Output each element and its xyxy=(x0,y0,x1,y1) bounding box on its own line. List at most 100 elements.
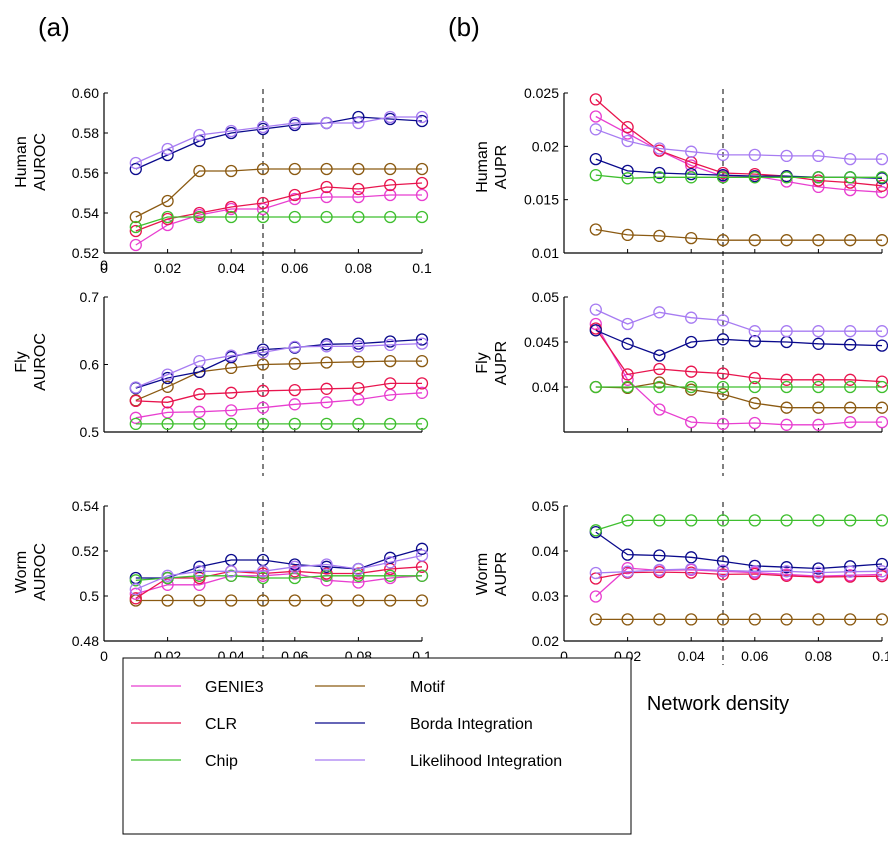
data-point xyxy=(844,373,857,386)
data-point xyxy=(320,116,333,130)
data-point xyxy=(129,587,142,600)
data-point xyxy=(812,174,825,187)
data-point xyxy=(748,514,761,527)
x-tick-label: 0 xyxy=(100,648,108,664)
data-point xyxy=(780,234,793,247)
data-point xyxy=(320,594,333,607)
data-point xyxy=(129,417,142,431)
subplot-1: 0.52 0.54 0.56 0.58 0.60 0 0.02 0.04 0.06 0.08 0.1… xyxy=(13,85,432,297)
x-tick-label: 0.06 xyxy=(741,648,768,664)
data-point xyxy=(320,417,333,431)
data-point xyxy=(415,210,429,224)
y-axis-label-line: Worm xyxy=(474,553,491,595)
data-point xyxy=(780,149,793,163)
data-point xyxy=(685,231,698,245)
data-point xyxy=(621,548,634,561)
y-tick-label: 0.02 xyxy=(532,633,559,649)
y-tick-label: 0.60 xyxy=(72,85,99,101)
data-point xyxy=(384,110,397,124)
x-tick-label: 0.08 xyxy=(345,260,372,276)
series-line xyxy=(135,382,422,403)
data-point xyxy=(780,613,793,626)
y-tick-label: 0.045 xyxy=(524,334,559,350)
data-point xyxy=(716,234,730,247)
data-point xyxy=(288,417,301,431)
data-point xyxy=(256,571,270,585)
data-point xyxy=(685,551,698,564)
x-tick-label: 0.1 xyxy=(412,260,432,276)
data-point xyxy=(844,183,857,197)
data-point xyxy=(812,180,825,194)
y-tick-label: 0.7 xyxy=(80,289,100,305)
series-line xyxy=(135,342,423,389)
data-point xyxy=(193,594,206,607)
series-line xyxy=(595,309,882,332)
data-point xyxy=(716,380,730,394)
data-point xyxy=(288,383,301,397)
data-point xyxy=(621,164,634,178)
y-tick-label: 0.52 xyxy=(72,245,99,261)
subplot-6: 0.020.030.040.050 0.02 0.04 0.06 0.08 0.1Worm… xyxy=(474,498,888,715)
y-axis-label: Fly AUROC xyxy=(13,333,49,391)
data-point xyxy=(653,563,666,577)
legend-label: Likelihood Integration xyxy=(410,753,562,770)
data-point xyxy=(320,340,333,353)
data-point xyxy=(352,162,365,176)
data-point xyxy=(812,613,825,626)
data-point xyxy=(716,333,730,346)
data-point xyxy=(716,613,730,626)
data-point xyxy=(320,210,333,224)
series-line xyxy=(135,216,422,228)
data-point xyxy=(288,188,301,202)
data-point xyxy=(193,560,206,573)
data-point xyxy=(193,128,206,142)
data-point xyxy=(225,386,238,399)
data-point xyxy=(193,417,206,431)
data-point xyxy=(415,542,429,555)
subplot-2: 0.5 0.6 0.7 Fly AUROC xyxy=(13,289,429,476)
data-point xyxy=(812,418,825,431)
y-tick-label: 0.56 xyxy=(72,165,99,181)
data-point xyxy=(415,114,429,128)
data-point xyxy=(780,561,793,574)
data-point xyxy=(621,228,634,242)
data-point xyxy=(812,234,825,247)
data-point xyxy=(589,380,602,394)
y-tick-label: 0.5 xyxy=(80,588,100,604)
data-point xyxy=(844,415,857,429)
data-point xyxy=(161,569,174,582)
data-point xyxy=(780,418,793,431)
legend-item-clr: CLR xyxy=(131,716,237,733)
data-point xyxy=(352,562,365,576)
legend-item-motif: Motif xyxy=(315,679,445,696)
legend-label: Chip xyxy=(205,753,238,770)
data-point xyxy=(161,194,174,208)
series-motif xyxy=(129,354,429,407)
series-chip xyxy=(589,380,888,394)
legend-item-likelihood-integration: Likelihood Integration xyxy=(315,753,562,770)
data-point xyxy=(415,337,429,350)
series-line xyxy=(135,338,423,389)
data-point xyxy=(653,403,666,416)
series-chip xyxy=(589,514,888,537)
data-point xyxy=(352,182,365,196)
series-clr xyxy=(129,176,429,238)
series-genie3 xyxy=(129,188,429,252)
series-line xyxy=(595,323,882,426)
data-point xyxy=(716,568,730,581)
data-point xyxy=(320,190,333,204)
series-clr xyxy=(129,560,429,605)
data-point xyxy=(384,569,397,582)
data-point xyxy=(844,234,857,247)
data-point xyxy=(780,373,793,386)
data-point xyxy=(129,210,142,224)
data-point xyxy=(320,356,333,369)
y-axis-label-line: Worm xyxy=(13,551,30,593)
data-point xyxy=(384,377,397,390)
data-point xyxy=(288,560,301,573)
data-point xyxy=(589,223,602,236)
data-point xyxy=(685,171,698,184)
series-line xyxy=(595,128,882,160)
data-point xyxy=(716,367,730,380)
